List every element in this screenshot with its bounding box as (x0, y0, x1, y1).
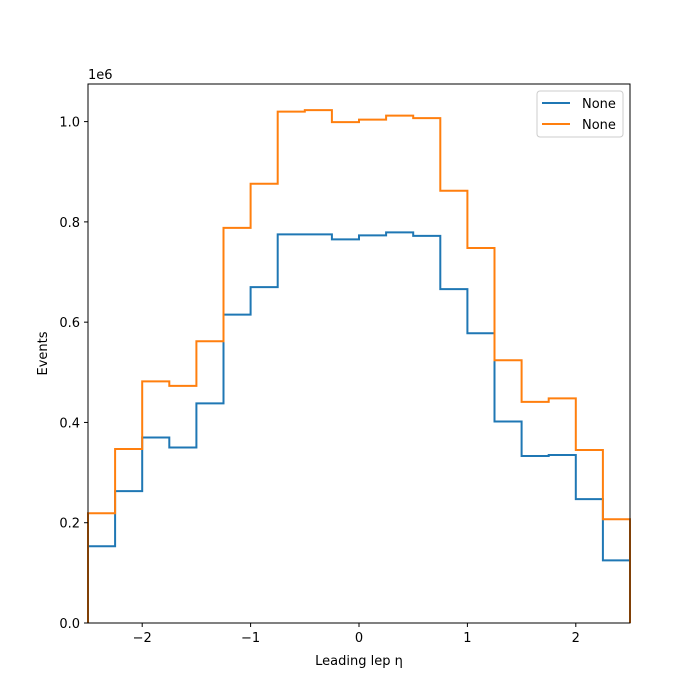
legend-label-series-2: None (582, 118, 616, 133)
x-tick-label: −2 (133, 631, 152, 646)
x-tick-label: 1 (463, 631, 471, 646)
x-tick-label: 0 (355, 631, 363, 646)
series-layer (87, 109, 631, 623)
x-axis: −2 −1 0 1 2 (133, 623, 580, 646)
y-tick-label: 0.2 (59, 517, 80, 532)
series-2-step-line (87, 109, 631, 623)
y-tick-label: 0.0 (59, 617, 80, 632)
series-1-step-line (87, 231, 631, 623)
x-axis-title: Leading lep η (315, 654, 403, 669)
legend-label-series-1: None (582, 97, 616, 112)
y-tick-label: 1.0 (59, 116, 80, 131)
y-axis-title: Events (36, 331, 51, 375)
y-offset-text: 1e6 (88, 68, 113, 83)
y-tick-label: 0.8 (59, 216, 80, 231)
legend: None None (536, 90, 624, 138)
y-tick-label: 0.4 (59, 416, 80, 431)
y-axis: 0.0 0.2 0.4 0.6 0.8 1.0 (59, 116, 88, 632)
x-tick-label: 2 (572, 631, 580, 646)
x-tick-label: −1 (241, 631, 260, 646)
y-tick-label: 0.6 (59, 316, 80, 331)
